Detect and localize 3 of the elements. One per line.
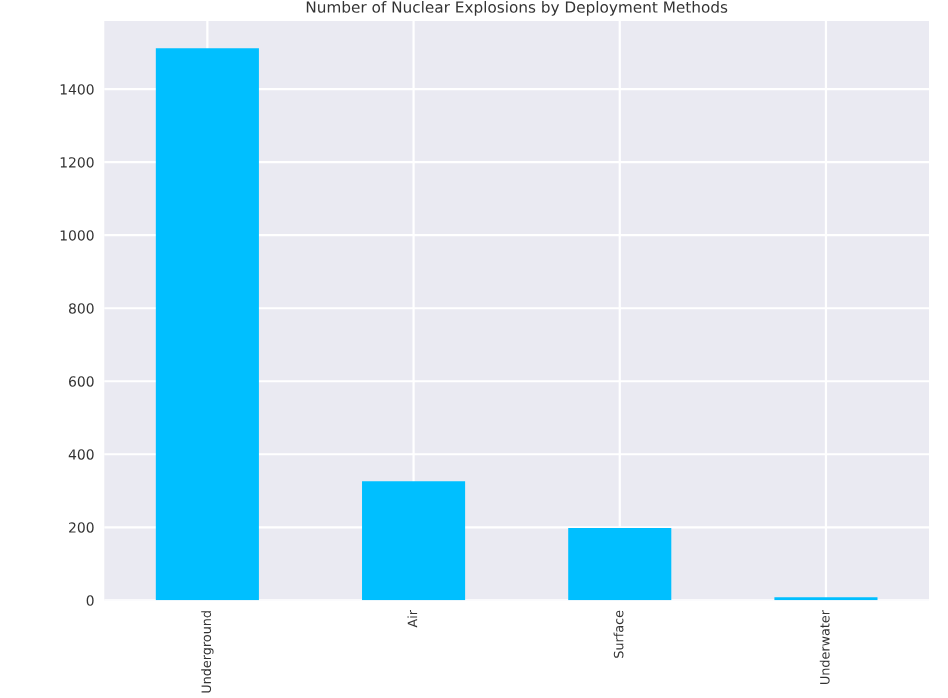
bar — [362, 481, 466, 601]
bar — [568, 528, 672, 601]
bar — [155, 48, 259, 601]
